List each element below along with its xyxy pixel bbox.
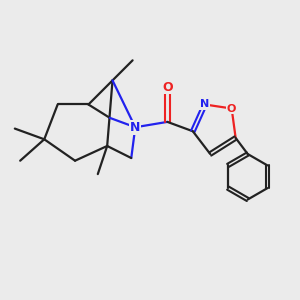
Text: N: N [200,100,209,110]
Text: O: O [227,103,236,113]
Text: O: O [162,81,173,94]
Text: N: N [130,121,140,134]
